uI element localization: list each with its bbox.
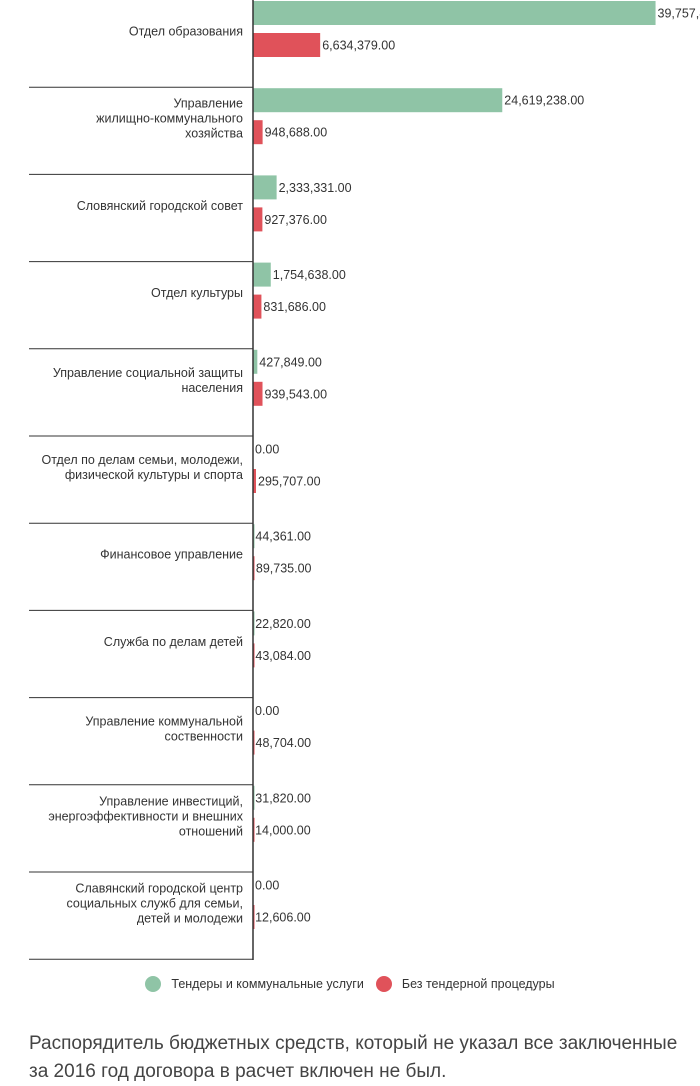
category-label: Отдел образования bbox=[129, 25, 243, 39]
value-label-tenders: 24,619,238.00 bbox=[504, 94, 584, 108]
legend-dot-no-tender-icon bbox=[376, 976, 392, 992]
value-label-no-tender: 14,000.00 bbox=[255, 823, 311, 837]
legend-dot-tenders-icon bbox=[145, 976, 161, 992]
value-label-no-tender: 43,084.00 bbox=[255, 649, 311, 663]
bar-tenders bbox=[253, 88, 502, 112]
value-label-tenders: 0.00 bbox=[255, 443, 279, 457]
value-label-tenders: 0.00 bbox=[255, 704, 279, 718]
category-label-line: Управление bbox=[174, 97, 244, 111]
chart-legend: Тендеры и коммунальные услуги Без тендер… bbox=[0, 974, 700, 994]
category-label-line: отношений bbox=[179, 824, 243, 838]
category-label-line: детей и молодежи bbox=[137, 912, 243, 926]
category-label-line: Управление социальной защиты bbox=[53, 366, 243, 380]
value-label-tenders: 427,849.00 bbox=[259, 355, 322, 369]
value-label-tenders: 0.00 bbox=[255, 879, 279, 893]
value-label-tenders: 1,754,638.00 bbox=[273, 268, 346, 282]
legend-item-no-tender[interactable]: Без тендерной процедуры bbox=[376, 976, 555, 992]
bar-no-tender bbox=[253, 120, 263, 144]
value-label-tenders: 22,820.00 bbox=[255, 617, 311, 631]
legend-label-no-tender: Без тендерной процедуры bbox=[402, 977, 555, 991]
value-label-no-tender: 927,376.00 bbox=[264, 213, 327, 227]
value-label-no-tender: 831,686.00 bbox=[263, 300, 326, 314]
category-label: Управление инвестиций,энергоэффективност… bbox=[48, 794, 243, 838]
category-label-line: хозяйства bbox=[185, 127, 243, 141]
category-label-line: соственности bbox=[165, 730, 244, 744]
value-label-no-tender: 6,634,379.00 bbox=[322, 39, 395, 53]
value-label-no-tender: 89,735.00 bbox=[256, 562, 312, 576]
value-label-no-tender: 939,543.00 bbox=[265, 387, 328, 401]
value-label-tenders: 2,333,331.00 bbox=[279, 181, 352, 195]
category-label-line: жилищно-коммунального bbox=[96, 112, 243, 126]
category-label: Финансовое управление bbox=[100, 548, 243, 562]
value-label-no-tender: 295,707.00 bbox=[258, 475, 321, 489]
footer-note: Распорядитель бюджетных средств, который… bbox=[29, 1030, 689, 1086]
category-label: Служба по делам детей bbox=[104, 635, 243, 649]
category-label-line: Служба по делам детей bbox=[104, 635, 243, 649]
value-label-tenders: 44,361.00 bbox=[255, 530, 311, 544]
value-label-no-tender: 48,704.00 bbox=[256, 736, 312, 750]
category-label-line: Управление коммунальной bbox=[85, 715, 243, 729]
value-label-no-tender: 948,688.00 bbox=[265, 126, 328, 140]
value-label-tenders: 31,820.00 bbox=[255, 791, 311, 805]
bar-tenders bbox=[253, 263, 271, 287]
legend-label-tenders: Тендеры и коммунальные услуги bbox=[171, 977, 363, 991]
category-label-line: Отдел по делам семьи, молодежи, bbox=[41, 453, 243, 467]
category-label-line: Отдел культуры bbox=[151, 286, 243, 300]
bar-no-tender bbox=[253, 295, 261, 319]
bar-no-tender bbox=[253, 33, 320, 57]
category-label-line: физической культуры и спорта bbox=[65, 468, 243, 482]
category-label-line: Славянский городской центр bbox=[75, 882, 243, 896]
category-label: Словянский городской совет bbox=[77, 199, 244, 213]
bar-no-tender bbox=[253, 207, 262, 231]
bar-no-tender bbox=[253, 382, 263, 406]
category-label-line: энергоэффективности и внешних bbox=[48, 809, 243, 823]
bar-chart: Отдел образования 39,757,834.00 6,634,379.… bbox=[0, 0, 700, 960]
category-label-line: социальных служб для семьи, bbox=[66, 897, 243, 911]
value-label-tenders: 39,757,834.00 bbox=[658, 7, 700, 21]
category-label-line: населения bbox=[181, 381, 243, 395]
category-label-line: Управление инвестиций, bbox=[99, 794, 243, 808]
value-label-no-tender: 12,606.00 bbox=[255, 911, 311, 925]
legend-item-tenders[interactable]: Тендеры и коммунальные услуги bbox=[145, 976, 363, 992]
category-label-line: Словянский городской совет bbox=[77, 199, 244, 213]
category-label-line: Финансовое управление bbox=[100, 548, 243, 562]
category-label-line: Отдел образования bbox=[129, 25, 243, 39]
bar-tenders bbox=[253, 175, 277, 199]
category-label: Отдел культуры bbox=[151, 286, 243, 300]
category-label: Отдел по делам семьи, молодежи,физическо… bbox=[41, 453, 243, 482]
bar-tenders bbox=[253, 1, 656, 25]
